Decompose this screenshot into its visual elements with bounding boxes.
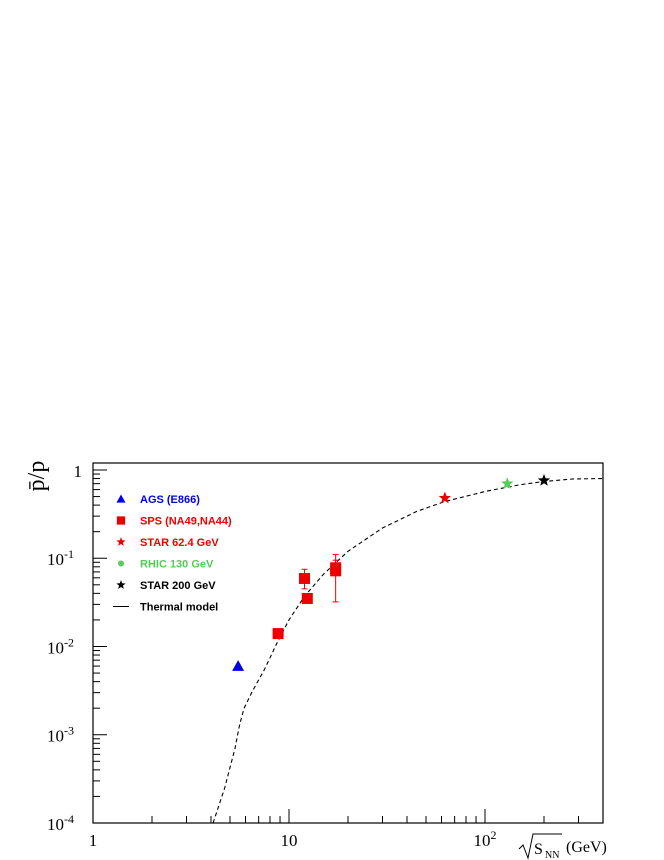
x-tick-label: 1 bbox=[89, 831, 98, 850]
legend: AGS (E866) SPS (NA49,NA44) STAR 62.4 GeV RH… bbox=[113, 494, 232, 614]
legend-marker bbox=[116, 580, 126, 589]
x-axis: 1 10 102 bbox=[89, 809, 604, 850]
y-tick-label: 10-2 bbox=[47, 635, 74, 657]
data-point bbox=[330, 565, 342, 577]
legend-label: RHIC 130 GeV bbox=[140, 559, 214, 571]
y-tick-label-exponent: -1 bbox=[64, 547, 74, 561]
y-tick-label-exponent: -3 bbox=[64, 724, 74, 738]
x-axis-title-unit: (GeV) bbox=[566, 839, 607, 856]
x-tick-label: 102 bbox=[473, 828, 496, 850]
data-points bbox=[232, 474, 551, 671]
y-axis-title: p̄/p bbox=[24, 461, 50, 492]
legend-label: STAR 62.4 GeV bbox=[140, 537, 219, 549]
thermal-model-curve-layer bbox=[212, 477, 603, 823]
x-tick-label: 10 bbox=[280, 831, 297, 850]
y-tick-label: 10-1 bbox=[47, 547, 74, 569]
data-point bbox=[301, 592, 313, 604]
legend-label: Thermal model bbox=[140, 602, 218, 614]
y-tick-label: 10-3 bbox=[47, 724, 74, 746]
legend-label: SPS (NA49,NA44) bbox=[140, 516, 232, 528]
thermal-model-line bbox=[212, 477, 603, 823]
y-tick-label: 1 bbox=[74, 462, 83, 481]
y-axis: 10-4 10-3 10-2 10-1 1 bbox=[47, 462, 107, 834]
data-point bbox=[501, 477, 514, 489]
data-point bbox=[299, 572, 311, 584]
x-axis-title: S NN (GeV) bbox=[518, 833, 607, 860]
y-tick-label-exponent: -4 bbox=[64, 812, 74, 826]
sqrt-sign bbox=[518, 833, 562, 860]
data-point bbox=[537, 474, 551, 486]
legend-marker bbox=[116, 516, 126, 525]
legend-label: AGS (E866) bbox=[140, 494, 200, 506]
x-tick-label-exponent: 2 bbox=[490, 828, 496, 842]
y-tick-label-exponent: -2 bbox=[64, 635, 74, 649]
x-axis-title-s: S bbox=[534, 841, 543, 858]
legend-marker bbox=[116, 494, 126, 503]
x-axis-title-sub: NN bbox=[545, 850, 559, 860]
data-point bbox=[272, 628, 284, 640]
data-point bbox=[232, 660, 245, 671]
y-tick-label: 10-4 bbox=[47, 812, 74, 834]
legend-label: STAR 200 GeV bbox=[140, 580, 216, 592]
legend-marker bbox=[118, 560, 124, 567]
legend-marker bbox=[116, 537, 126, 546]
data-point bbox=[438, 491, 451, 504]
